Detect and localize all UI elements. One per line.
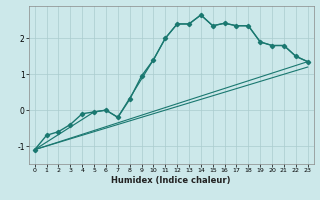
X-axis label: Humidex (Indice chaleur): Humidex (Indice chaleur) [111, 176, 231, 185]
